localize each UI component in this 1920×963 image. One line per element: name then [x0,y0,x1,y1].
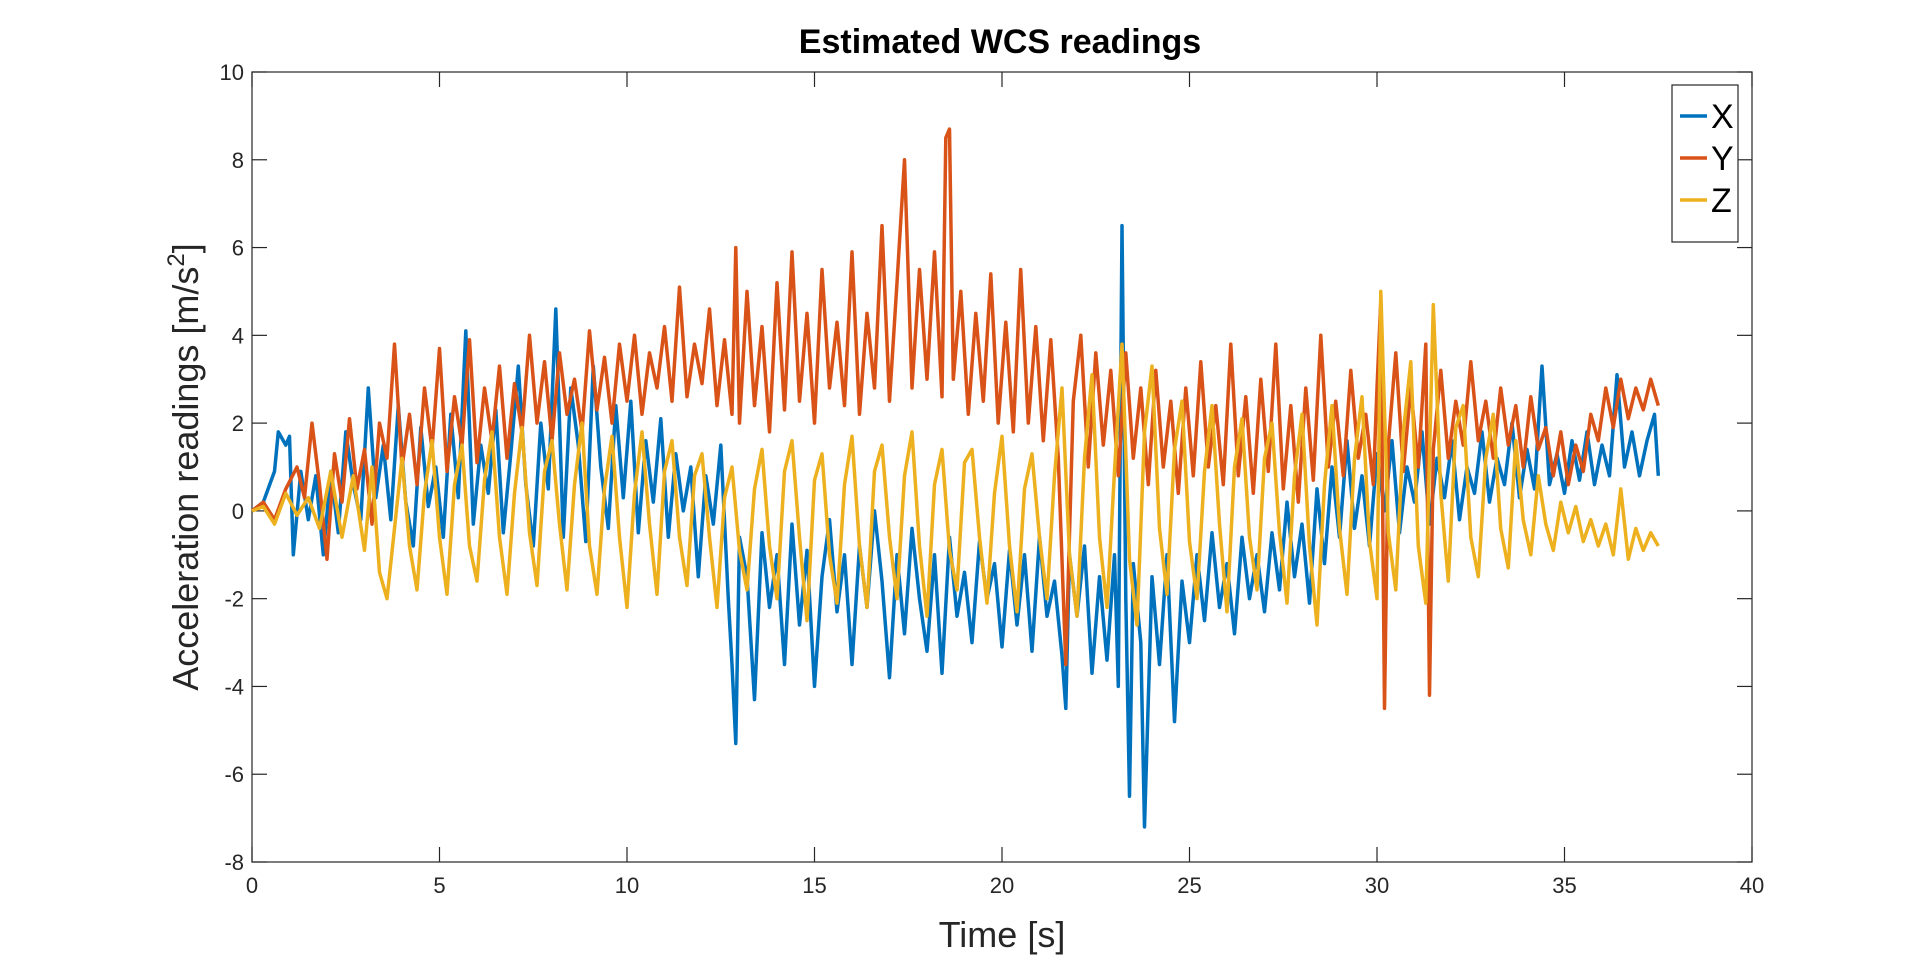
series-line-z [251,289,1660,627]
y-tick-label: -2 [224,587,244,612]
x-tick-label: 15 [802,873,826,898]
plot-area: 0 5 10 15 20 25 30 35 40 -8 -6 -4 -2 0 2 4 6 8 10 [220,60,1765,898]
chart-title: Estimated WCS readings [799,23,1201,61]
y-tick-label: 8 [232,148,244,173]
legend-box [1671,84,1739,243]
x-tick-label: 5 [433,873,445,898]
x-tick-label: 40 [1740,873,1764,898]
y-tick-label: 10 [220,60,244,85]
x-axis-ticks: 0 5 10 15 20 25 30 35 40 [246,72,1764,898]
y-axis-label: Acceleration readings [m/s2] [163,243,206,691]
series-lines [250,127,1661,829]
y-axis-label-superscript: 2 [163,253,190,266]
x-tick-label: 20 [990,873,1014,898]
y-tick-label: 0 [232,499,244,524]
y-tick-label: 2 [232,411,244,436]
y-tick-label: -8 [224,850,244,875]
axes-box [251,71,1753,863]
y-axis-label-main: Acceleration readings [m/s [165,267,206,691]
y-tick-label: -4 [224,674,244,699]
x-tick-label: 35 [1552,873,1576,898]
x-axis-label: Time [s] [939,914,1066,955]
legend: XYZ [1671,84,1739,243]
x-tick-label: 0 [246,873,258,898]
legend-label-z: Z [1711,182,1732,220]
y-tick-label: 4 [232,323,244,348]
legend-label-x: X [1711,98,1734,136]
y-axis-label-end: ] [165,243,206,253]
x-tick-label: 30 [1365,873,1389,898]
y-tick-label: -6 [224,762,244,787]
x-tick-label: 10 [615,873,639,898]
y-tick-label: 6 [232,236,244,261]
legend-label-y: Y [1711,140,1734,178]
x-tick-label: 25 [1177,873,1201,898]
y-axis-ticks: -8 -6 -4 -2 0 2 4 6 8 10 [220,60,1752,875]
series-line-y [250,127,1660,711]
